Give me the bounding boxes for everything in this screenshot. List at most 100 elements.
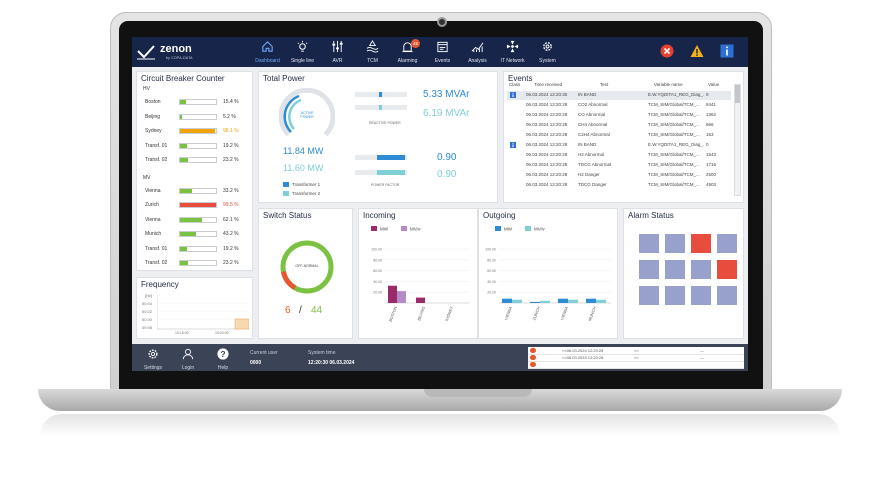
breaker-row: Vienna 33.2 %: [145, 187, 245, 196]
alarm-tile[interactable]: [639, 260, 659, 279]
panel-title: Frequency: [141, 280, 179, 289]
event-text: CO2 Abnormal: [578, 102, 608, 107]
y-tick-label: 40.00: [373, 280, 382, 284]
breaker-value: 43.2 %: [223, 231, 239, 237]
alarm-tile[interactable]: [665, 286, 685, 305]
breaker-row: Transf. 01 19.2 %: [145, 142, 245, 151]
alarm-tile[interactable]: [691, 286, 711, 305]
logo-text: zenon: [160, 43, 192, 55]
breaker-name: Transf. 02: [145, 260, 168, 266]
nav-avr[interactable]: AVR: [320, 37, 355, 67]
nav-dashboard[interactable]: Dashboard: [250, 37, 285, 67]
breaker-bar: [179, 216, 217, 223]
nav-label: IT Network: [500, 58, 525, 64]
event-value: 163: [706, 132, 714, 137]
bar: [416, 297, 425, 303]
event-row[interactable]: 06.03.2024 12:20:28 IN BAND E.W.YQDITA1_RE…: [507, 141, 731, 150]
frequency-panel: Frequency [Hz] 50.04 50.02 50.00 49.98 1…: [136, 277, 253, 339]
nav-label: TCM: [367, 58, 378, 64]
alarm-row[interactable]: [528, 361, 744, 369]
event-row[interactable]: 06.03.2024 12:20:28 H2 Abnormal TCM_SIM/Gl…: [507, 151, 731, 160]
help-label: Help: [217, 365, 229, 371]
breaker-value: 23.2 %: [223, 260, 239, 266]
event-row[interactable]: 06.03.2024 12:20:30 IN BAND E.W.YQDITA1_RE…: [507, 91, 731, 100]
nav-label: Single line: [290, 58, 315, 64]
reactive-bar-t1: [355, 92, 407, 97]
alarm-list[interactable]: <<06.03.2024 12:20:28 << — <<06.03.2024 12…: [528, 347, 744, 369]
alarm-tile[interactable]: [665, 234, 685, 253]
event-time: 06.03.2024 12:20:28: [526, 182, 568, 187]
alarm-tile[interactable]: [639, 234, 659, 253]
active-power-t1: 11.84 MW: [283, 146, 324, 156]
warning-icon[interactable]: [690, 44, 704, 58]
freq-tick: 50.04: [142, 301, 153, 306]
alarm-row[interactable]: <<06.03.2024 12:20:28 << —: [528, 347, 744, 355]
events-col-time[interactable]: Time received: [534, 82, 563, 87]
breaker-bar-fill: [180, 261, 189, 265]
breaker-value: 99.5 %: [223, 202, 239, 208]
event-row[interactable]: 06.03.2024 12:20:28 H2 Danger TCM_SIM/Glob…: [507, 171, 731, 180]
events-col-text[interactable]: Text: [600, 82, 609, 87]
event-variable: TCM_SIM/Global/TCM_...: [648, 112, 700, 117]
event-row[interactable]: 06.03.2024 12:20:28 TDCG Abnormal TCM_SIM/…: [507, 161, 731, 170]
bar: [502, 298, 512, 303]
nav-tcm[interactable]: TCM: [355, 37, 390, 67]
alarm-tile[interactable]: [717, 234, 737, 253]
close-app-icon[interactable]: [660, 44, 674, 58]
legend-label: MW: [504, 227, 513, 232]
nav-it-network[interactable]: IT Network: [495, 37, 530, 67]
events-scroll-thumb[interactable]: [735, 85, 740, 103]
alarm-tile[interactable]: [717, 286, 737, 305]
alarm-tile[interactable]: [691, 260, 711, 279]
total-power-panel: Total Power ACTIVE POWER 11.84 MW 11.60 …: [258, 71, 498, 203]
freq-xtick: 15:20:00: [215, 331, 229, 335]
panel-title: Outgoing: [483, 211, 516, 220]
y-tick-label: 80.00: [373, 258, 382, 262]
breaker-bar: [179, 245, 217, 252]
pf-bar-t1: [355, 155, 407, 160]
event-variable: E.W.YQDITA1_REG_Diag_...: [648, 142, 704, 147]
breaker-bar: [179, 260, 217, 266]
alarm-tile[interactable]: [665, 260, 685, 279]
breaker-bar: [179, 187, 217, 194]
settings-button[interactable]: Settings: [140, 347, 166, 371]
events-scrollbar[interactable]: [734, 84, 741, 196]
switch-total-count: 44: [311, 305, 323, 316]
events-col-value[interactable]: Value: [708, 82, 720, 87]
info-icon[interactable]: [720, 44, 734, 58]
event-row[interactable]: 06.03.2024 12:20:28 CO Abnormal TCM_SIM/Gl…: [507, 111, 731, 120]
alarm-tile[interactable]: [639, 286, 659, 305]
main-nav: Dashboard Single line AVR TCM 45 Alarmin…: [250, 37, 565, 67]
waves-icon: [366, 40, 379, 53]
nav-system[interactable]: System: [530, 37, 565, 67]
legend-label: MVAr: [534, 227, 545, 232]
help-button[interactable]: ? Help: [210, 347, 236, 371]
events-col-class[interactable]: Class: [509, 82, 521, 87]
breaker-bar: [179, 202, 217, 208]
nav-single-line[interactable]: Single line: [285, 37, 320, 67]
alarm-tile[interactable]: [717, 260, 737, 279]
alarm-tile[interactable]: [691, 234, 711, 253]
reactive-label: REACTIVE POWER: [369, 121, 401, 125]
event-row[interactable]: 06.03.2024 12:20:28 CH4 Abnormal TCM_SIM/G…: [507, 121, 731, 130]
event-row[interactable]: 06.03.2024 12:20:28 CO2 Abnormal TCM_SIM/G…: [507, 101, 731, 110]
event-text: CO Abnormal: [578, 112, 606, 117]
nav-events[interactable]: Events: [425, 37, 460, 67]
event-row[interactable]: 06.03.2024 12:20:28 C2H4 Abnormal TCM_SIM/…: [507, 131, 731, 140]
login-button[interactable]: Login: [175, 347, 201, 371]
nav-alarming[interactable]: 45 Alarming: [390, 37, 425, 67]
panel-title: Incoming: [363, 211, 396, 220]
switch-separator: /: [299, 305, 302, 316]
legend-swatch-t2: [283, 191, 289, 196]
event-row[interactable]: 06.03.2024 12:20:28 TDCG Danger TCM_SIM/Gl…: [507, 181, 731, 190]
alarm-row[interactable]: <<06.03.2024 12:20:28 << —: [528, 354, 744, 362]
y-tick-label: 100.00: [371, 248, 382, 252]
breaker-row: Transf. 02 23.2 %: [145, 259, 245, 268]
reactive-value-t1: 5.33 MVAr: [423, 89, 470, 100]
info-icon: [510, 92, 516, 98]
breaker-row: Sydney 98.1 %: [145, 127, 245, 136]
nav-analysis[interactable]: Analysis: [460, 37, 495, 67]
event-variable: TCM_SIM/Global/TCM_...: [648, 132, 700, 137]
events-col-variable[interactable]: Variable name: [654, 82, 683, 87]
breaker-row: Boston 15.4 %: [145, 98, 245, 107]
